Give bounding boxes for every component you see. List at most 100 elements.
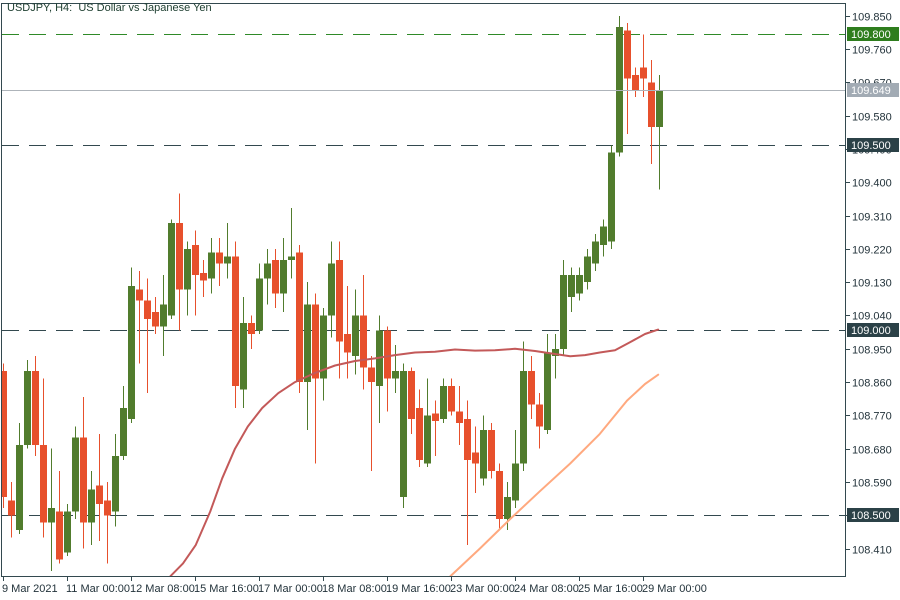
candle-body-bear bbox=[104, 500, 111, 516]
candle-body-bull bbox=[584, 256, 591, 283]
candle-body-bull bbox=[224, 256, 231, 264]
candle bbox=[96, 433, 103, 542]
candle bbox=[216, 237, 223, 286]
candle-body-bull bbox=[24, 371, 31, 446]
candle-body-bull bbox=[552, 348, 559, 357]
time-tick-label: 19 Mar 16:00 bbox=[386, 583, 451, 595]
candle bbox=[656, 74, 663, 190]
candle bbox=[56, 470, 63, 564]
candle-body-bear bbox=[536, 404, 543, 427]
candle-body-bear bbox=[496, 470, 503, 520]
candle bbox=[176, 193, 183, 331]
candle bbox=[440, 378, 447, 423]
candle bbox=[272, 248, 279, 309]
candle bbox=[40, 378, 47, 538]
time-tick-label: 25 Mar 16:00 bbox=[578, 583, 643, 595]
candle-body-bull bbox=[168, 222, 175, 316]
time-tick-label: 29 Mar 00:00 bbox=[642, 583, 707, 595]
candle-body-bear bbox=[344, 333, 351, 353]
candle bbox=[296, 245, 303, 394]
candle-body-bear bbox=[368, 367, 375, 383]
price-axis[interactable]: 109.850109.760109.670109.580109.490109.4… bbox=[846, 12, 892, 557]
bid-price-box-bg bbox=[847, 83, 899, 97]
candle-body-bull bbox=[608, 152, 615, 242]
candle-body-bull bbox=[256, 278, 263, 331]
candle-body-bull bbox=[160, 304, 167, 327]
candle-body-bull bbox=[304, 304, 311, 383]
candle-body-bear bbox=[1, 371, 7, 497]
candle bbox=[600, 219, 607, 257]
time-axis[interactable]: 9 Mar 2021 11 Mar 00:00 12 Mar 08:00 15 Mar… bbox=[2, 577, 707, 595]
candle-body-bear bbox=[312, 304, 319, 379]
candle-body-bear bbox=[464, 419, 471, 460]
price-tick-label: 108.680 bbox=[852, 445, 892, 457]
candle bbox=[168, 219, 175, 320]
candle bbox=[584, 248, 591, 290]
level-109800-price-box: 109.800 bbox=[847, 27, 899, 41]
candle bbox=[424, 378, 431, 468]
candle bbox=[608, 145, 615, 249]
candle-body-bull bbox=[112, 456, 119, 512]
candle bbox=[336, 241, 343, 379]
candle bbox=[464, 400, 471, 545]
candle-body-bear bbox=[248, 322, 255, 334]
candle-body-bull bbox=[392, 371, 399, 379]
candle-body-bear bbox=[216, 252, 223, 264]
candle-body-bull bbox=[88, 489, 95, 523]
candle bbox=[232, 241, 239, 409]
candle bbox=[368, 356, 375, 471]
candle-body-bull bbox=[240, 322, 247, 390]
candle-body-bear bbox=[472, 452, 479, 464]
candle bbox=[552, 333, 559, 379]
candle-body-bear bbox=[488, 430, 495, 471]
price-tick-label: 108.860 bbox=[852, 378, 892, 390]
candle bbox=[16, 422, 23, 534]
candle bbox=[616, 15, 623, 157]
candle bbox=[624, 23, 631, 135]
candle-body-bull bbox=[520, 371, 527, 464]
candle bbox=[152, 296, 159, 334]
candle-body-bear bbox=[200, 272, 207, 281]
maroon-ma-line bbox=[169, 328, 660, 577]
candle bbox=[192, 230, 199, 316]
candles-group bbox=[1, 15, 663, 571]
candle-body-bull bbox=[128, 285, 135, 420]
candle bbox=[248, 315, 255, 349]
level-108500-price-box: 108.500 bbox=[847, 508, 899, 522]
candle-body-bull bbox=[16, 445, 23, 531]
candle bbox=[48, 448, 55, 571]
level-109800-price-box-bg bbox=[847, 27, 899, 41]
candle-body-bear bbox=[296, 252, 303, 383]
time-tick-label: 17 Mar 00:00 bbox=[258, 583, 323, 595]
candle bbox=[64, 504, 71, 557]
price-tick-label: 109.760 bbox=[852, 45, 892, 57]
level-108500-price-box-text: 108.500 bbox=[851, 510, 891, 522]
bid-price-box-text: 109.649 bbox=[851, 85, 891, 97]
chart-plot-area[interactable] bbox=[0, 15, 845, 577]
candle-body-bear bbox=[448, 385, 455, 412]
candle-body-bear bbox=[8, 500, 15, 516]
candle bbox=[432, 400, 439, 457]
candle-body-bull bbox=[400, 371, 407, 497]
price-tick-label: 108.770 bbox=[852, 411, 892, 423]
candle-body-bull bbox=[120, 408, 127, 457]
candle-body-bull bbox=[440, 385, 447, 420]
candle bbox=[472, 426, 479, 494]
candle-body-bear bbox=[96, 485, 103, 505]
candle-body-bear bbox=[336, 259, 343, 342]
level-109000-price-box: 109.000 bbox=[847, 323, 899, 337]
candle bbox=[312, 293, 319, 464]
candle-body-bull bbox=[320, 315, 327, 379]
price-tick-label: 109.130 bbox=[852, 278, 892, 290]
candle bbox=[120, 385, 127, 460]
candle-body-bull bbox=[512, 463, 519, 501]
candle-body-bear bbox=[632, 74, 639, 90]
candle bbox=[384, 326, 391, 412]
candle-body-bull bbox=[208, 252, 215, 279]
chart-title: USDJPY, H4: US Dollar vs Japanese Yen bbox=[7, 2, 212, 14]
candle bbox=[560, 259, 567, 357]
candle bbox=[448, 378, 455, 416]
plot-frame bbox=[1, 3, 846, 577]
candle bbox=[80, 396, 87, 549]
